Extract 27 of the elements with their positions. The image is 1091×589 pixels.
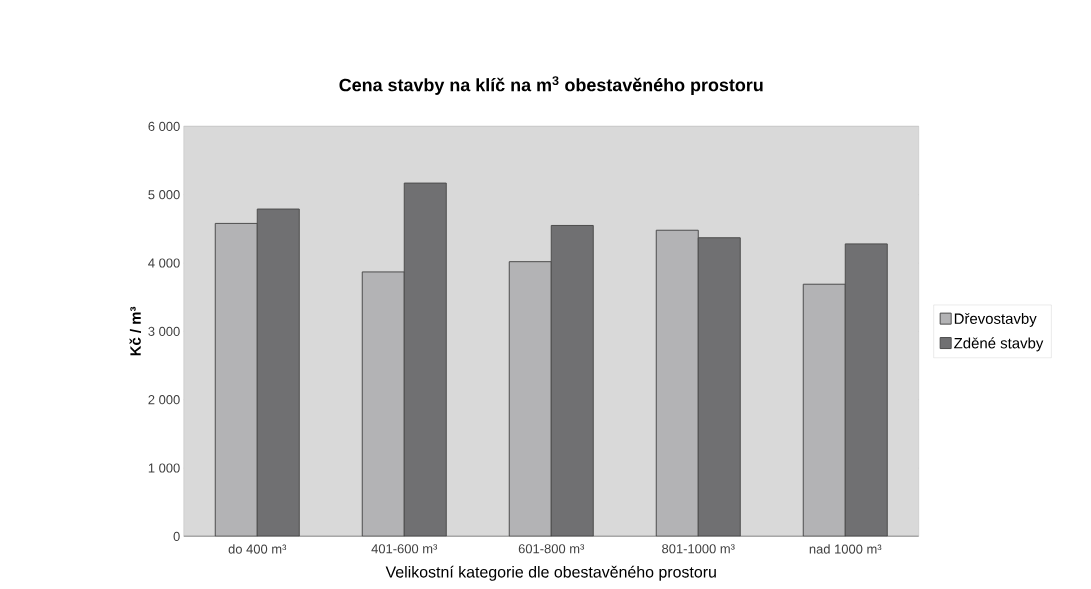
legend-label: Dřevostavby	[954, 312, 1037, 327]
bar	[214, 222, 258, 537]
y-axis-title: Kč / m³	[129, 306, 141, 356]
legend-label: Zděné stavby	[954, 337, 1044, 352]
y-tick-label: 6 000	[148, 121, 180, 131]
bar	[508, 261, 552, 537]
y-tick-label: 3 000	[148, 326, 180, 336]
bar	[655, 229, 699, 537]
x-tick-label: nad 1000 m³	[809, 544, 882, 554]
x-axis-title: Velikostní kategorie dle obestavěného prostoru	[385, 565, 716, 581]
bar	[361, 271, 405, 537]
bar	[550, 224, 594, 537]
y-tick-label: 5 000	[148, 190, 180, 200]
y-tick-label: 4 000	[148, 258, 180, 268]
bar	[697, 237, 741, 537]
chart-title: Cena stavby na klíč na m$^{3}$ obestavěného prostoru	[339, 76, 763, 95]
x-tick-label: 401-600 m³	[371, 544, 438, 554]
y-tick-label: 2 000	[148, 395, 180, 405]
x-tick-label: 601-800 m³	[518, 544, 585, 554]
bar	[802, 283, 846, 537]
bar	[403, 182, 447, 537]
y-tick-label: 0	[173, 531, 180, 541]
bar	[256, 208, 300, 537]
x-tick-label: 801-1000 m³	[662, 544, 735, 554]
y-tick-label: 1 000	[148, 463, 180, 473]
bar	[844, 243, 888, 537]
x-tick-label: do 400 m³	[228, 544, 287, 554]
